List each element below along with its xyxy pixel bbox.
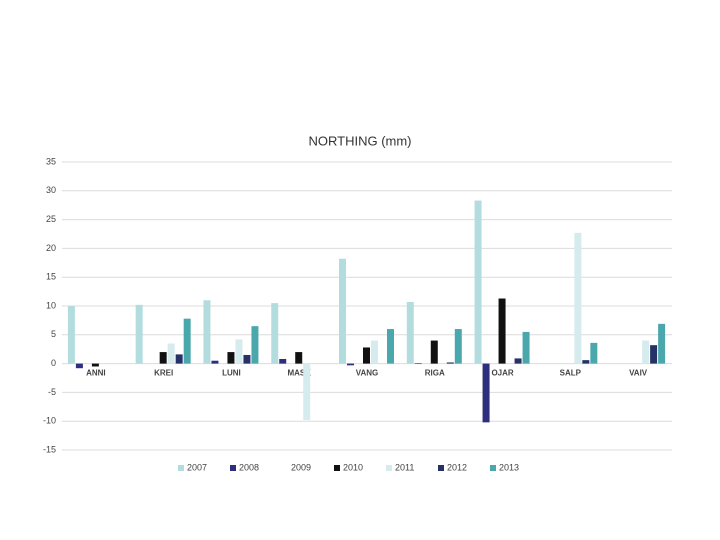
bar	[650, 345, 658, 364]
x-tick-label: KREI	[154, 369, 173, 378]
bar	[371, 340, 378, 364]
y-tick-label: 5	[51, 329, 56, 339]
bar	[203, 300, 211, 364]
y-tick-label: 25	[46, 214, 56, 224]
x-tick-label: SALP	[560, 369, 582, 378]
bar	[175, 354, 183, 364]
legend-label: 2007	[187, 462, 207, 472]
bar	[347, 363, 354, 366]
x-tick-label: VAIV	[629, 369, 648, 378]
bar	[211, 360, 219, 364]
chart-title: NORTHING (mm)	[308, 133, 411, 148]
bar	[251, 326, 259, 364]
bar	[387, 329, 394, 364]
bar	[167, 343, 175, 364]
bar	[67, 306, 75, 364]
y-tick-label: 30	[46, 185, 56, 195]
bar	[590, 342, 598, 364]
bar	[582, 360, 590, 364]
legend-swatch	[490, 465, 496, 471]
bar	[406, 301, 414, 364]
legend-label: 2012	[447, 462, 467, 472]
legend-swatch	[386, 465, 392, 471]
bar	[243, 354, 251, 364]
bar	[642, 340, 650, 364]
legend-swatch	[282, 465, 288, 471]
bar	[514, 358, 522, 364]
legend-label: 2011	[395, 462, 414, 472]
bar	[295, 352, 303, 364]
y-tick-label: 0	[51, 358, 56, 368]
bar	[498, 298, 506, 364]
bar	[522, 331, 530, 364]
y-tick-label: -15	[43, 444, 56, 454]
legend-label: 2013	[499, 462, 519, 472]
y-tick-label: -5	[48, 387, 56, 397]
y-tick-label: 10	[46, 300, 56, 310]
bar	[482, 363, 490, 423]
bar	[446, 362, 454, 364]
x-tick-label: LUNI	[222, 369, 241, 378]
legend-label: 2010	[343, 462, 363, 472]
legend-label: 2008	[239, 462, 259, 472]
bar	[135, 304, 143, 364]
legend-swatch	[334, 465, 340, 471]
bar	[339, 258, 346, 364]
x-tick-label: RIGA	[425, 369, 445, 378]
y-tick-label: 15	[46, 272, 56, 282]
bar	[227, 352, 235, 364]
bar	[303, 363, 311, 421]
bar	[430, 340, 438, 364]
bar	[91, 363, 99, 367]
legend-swatch	[230, 465, 236, 471]
bar	[454, 329, 462, 364]
y-tick-label: 35	[46, 156, 56, 166]
bar	[658, 323, 666, 364]
x-tick-label: VANG	[356, 369, 379, 378]
x-tick-label: ANNI	[86, 369, 106, 378]
bar	[574, 232, 582, 364]
legend-swatch	[178, 465, 184, 471]
y-tick-label: 20	[46, 243, 56, 253]
x-tick-label: OJAR	[491, 369, 513, 378]
bar	[279, 358, 287, 364]
legend-label: 2009	[291, 462, 311, 472]
bar	[474, 200, 482, 364]
y-tick-label: -10	[43, 416, 56, 426]
x-tick-label: MASK	[287, 369, 311, 378]
bar	[414, 363, 422, 364]
bar	[75, 363, 83, 369]
bar	[183, 318, 191, 364]
bar	[235, 339, 243, 364]
legend-swatch	[438, 465, 444, 471]
bar	[271, 303, 279, 364]
bar	[363, 347, 370, 364]
bar	[159, 352, 167, 364]
